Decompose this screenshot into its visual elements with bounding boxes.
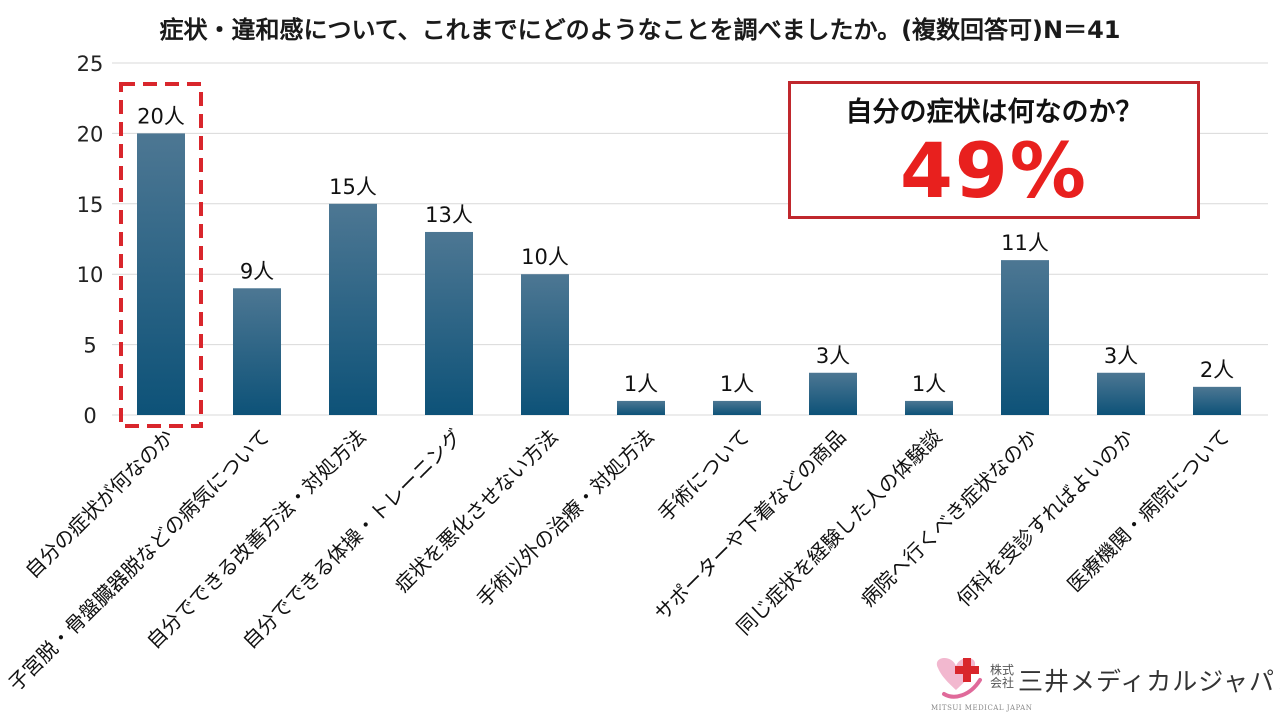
data-label: 1人: [912, 372, 946, 396]
data-label: 20人: [137, 104, 185, 128]
data-label: 10人: [521, 245, 569, 269]
x-tick-label: 医療機関・病院について: [1062, 425, 1234, 597]
x-tick-label: 症状を悪化させない方法: [390, 425, 563, 598]
bar: [1193, 386, 1241, 415]
x-tick-label: サポーターや下着などの商品: [650, 425, 851, 626]
bar: [329, 203, 377, 415]
bar: [617, 400, 665, 415]
x-tick-label: 病院へ行くべき症状なのか: [856, 425, 1043, 612]
y-tick-label: 10: [77, 263, 104, 287]
y-tick-label: 5: [83, 334, 96, 358]
data-label: 9人: [240, 259, 274, 283]
y-tick-label: 20: [77, 122, 104, 146]
bar: [905, 400, 953, 415]
bar: [425, 231, 473, 415]
logo-company-type: 株式会社: [990, 663, 1015, 690]
data-label: 1人: [624, 372, 658, 396]
cross-heart-logo-icon: [936, 657, 982, 699]
highlight-box: [119, 82, 203, 428]
bar: [233, 288, 281, 415]
data-label: 3人: [1104, 344, 1138, 368]
logo-subtext: MITSUI MEDICAL JAPAN: [931, 704, 1033, 712]
data-label: 13人: [425, 203, 473, 227]
bars: [137, 133, 1241, 415]
y-tick-label: 0: [83, 404, 96, 428]
bar: [521, 274, 569, 415]
bar: [713, 400, 761, 415]
callout-percent: 49%: [900, 126, 1088, 215]
data-label: 1人: [720, 372, 754, 396]
x-tick-label: 手術について: [653, 425, 754, 526]
x-tick-label: 何科を受診すればよいのか: [952, 425, 1139, 612]
y-tick-label: 15: [77, 193, 104, 217]
data-labels: 20人 9人 15人 13人 10人 1人 1人 3人 1人 11人 3人 2人: [137, 104, 1234, 396]
chart-title: 症状・違和感について、これまでにどのようなことを調べましたか。(複数回答可)N＝…: [159, 16, 1121, 44]
callout-question: 自分の症状は何なのか？: [845, 97, 1143, 128]
bar: [809, 372, 857, 415]
x-tick-label: 同じ症状を経験した人の体験談: [732, 425, 947, 640]
data-label: 3人: [816, 344, 850, 368]
grid-lines: [112, 62, 1268, 416]
data-label: 11人: [1001, 231, 1049, 255]
company-logo: MITSUI MEDICAL JAPAN 株式会社 三井メディカルジャパン: [930, 654, 1280, 714]
bar: [1001, 260, 1049, 415]
y-tick-label: 25: [77, 52, 104, 76]
x-tick-label: 手術以外の治療・対処方法: [472, 425, 659, 612]
callout-box: 自分の症状は何なのか？ 49%: [788, 81, 1200, 219]
y-axis: 0 5 10 15 20 25: [77, 52, 104, 428]
bar: [1097, 372, 1145, 415]
logo-company-name: 三井メディカルジャパン: [1018, 667, 1280, 696]
data-label: 2人: [1200, 358, 1234, 382]
data-label: 15人: [329, 175, 377, 199]
bar: [137, 133, 185, 415]
